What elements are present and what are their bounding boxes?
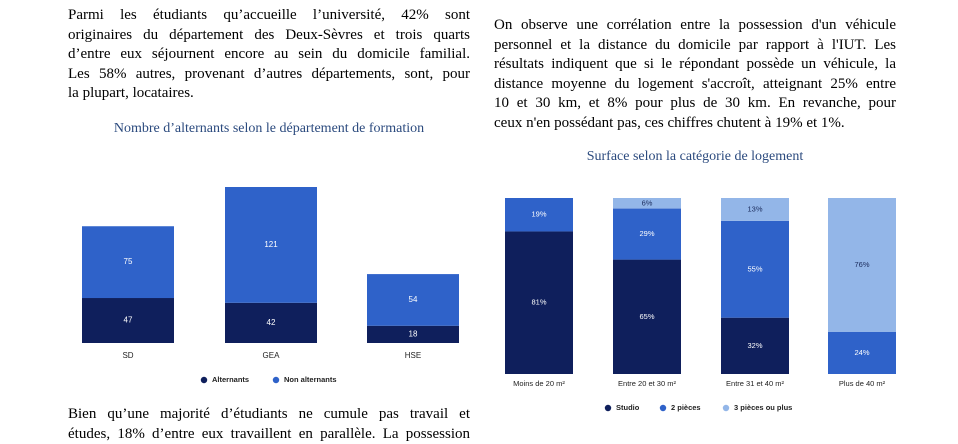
data-label: 32% <box>747 341 762 350</box>
legend-marker <box>272 376 280 384</box>
data-label: 13% <box>747 204 762 213</box>
text-line: 10 et 30 km, et 8% pour plus de 30 km. E… <box>494 95 896 112</box>
legend-label: Studio <box>616 403 640 412</box>
data-label: 6% <box>642 198 653 207</box>
text-line: résultats indiquent que si le répondant … <box>494 56 896 73</box>
legend-label: Non alternants <box>284 375 337 384</box>
text-line: ceux n'en possédant pas, ces chiffres ch… <box>494 114 845 131</box>
data-label: 29% <box>639 229 654 238</box>
data-label: 18 <box>409 329 418 338</box>
bar-segment <box>828 198 896 332</box>
x-tick-label: Entre 20 et 30 m² <box>618 379 676 388</box>
data-label: 76% <box>854 260 869 269</box>
data-label: 65% <box>639 312 654 321</box>
legend-marker <box>722 404 730 412</box>
data-label: 55% <box>747 264 762 273</box>
text-line: la plupart, locataires. <box>68 85 194 102</box>
surface-chart-title: Surface selon la catégorie de logement <box>586 149 804 164</box>
bar-segment <box>505 231 573 374</box>
text-line: personnel et la distance du domicile par… <box>494 36 896 53</box>
bar-segment <box>82 226 174 299</box>
x-tick-label: Plus de 40 m² <box>839 379 886 388</box>
data-label: 75 <box>124 257 133 266</box>
data-label: 24% <box>854 348 869 357</box>
data-label: 47 <box>124 316 133 325</box>
text-line: Bien qu’une majorité d’étudiants ne cumu… <box>68 406 470 422</box>
text-line: originaires du département des Deux-Sèvr… <box>68 26 470 43</box>
intro-paragraph: Parmi les étudiants qu’accueille l’unive… <box>68 6 470 104</box>
legend-marker <box>604 404 612 412</box>
bar-segment <box>505 198 573 232</box>
data-label: 81% <box>531 298 546 307</box>
bar-segment <box>613 208 681 260</box>
bar-segment <box>828 331 896 374</box>
x-tick-label: HSE <box>405 351 421 360</box>
legend-marker <box>659 404 667 412</box>
x-tick-label: SD <box>122 351 133 360</box>
bar-segment <box>613 198 681 209</box>
text-line: études, 18% d’entre eux travaillent en p… <box>68 425 470 442</box>
x-tick-label: Entre 31 et 40 m² <box>726 379 784 388</box>
alternants-chart-title: Nombre d’alternants selon le département… <box>113 121 425 136</box>
text-line: distance moyenne du logement s'accroît, … <box>494 75 896 92</box>
bar-segment <box>721 317 789 374</box>
text-line: Parmi les étudiants qu’accueille l’unive… <box>68 7 470 23</box>
data-label: 54 <box>409 295 418 304</box>
bar-segment <box>367 274 459 326</box>
data-label: 19% <box>531 210 546 219</box>
x-tick-label: GEA <box>263 351 281 360</box>
bar-segment <box>82 298 174 343</box>
work-paragraph: Bien qu’une majorité d’étudiants ne cumu… <box>68 405 470 444</box>
bar-segment <box>613 259 681 374</box>
text-line: d’entre eux séjournent encore au sein du… <box>68 46 470 63</box>
data-label: 42 <box>267 318 276 327</box>
x-tick-label: Moins de 20 m² <box>513 379 565 388</box>
text-line: Les 58% autres, provenant d’autres dépar… <box>68 65 470 82</box>
bar-segment <box>721 198 789 221</box>
bar-segment <box>721 220 789 318</box>
vehicle-paragraph: On observe une corrélation entre la poss… <box>494 16 896 134</box>
bar-segment <box>225 302 317 343</box>
text-line: On observe une corrélation entre la poss… <box>494 17 896 33</box>
legend-label: 3 pièces ou plus <box>734 403 792 412</box>
legend-label: 2 pièces <box>671 403 701 412</box>
data-label: 121 <box>264 240 278 249</box>
bar-segment <box>367 325 459 343</box>
legend-marker <box>200 376 208 384</box>
legend-label: Alternants <box>212 375 249 384</box>
bar-segment <box>225 187 317 303</box>
